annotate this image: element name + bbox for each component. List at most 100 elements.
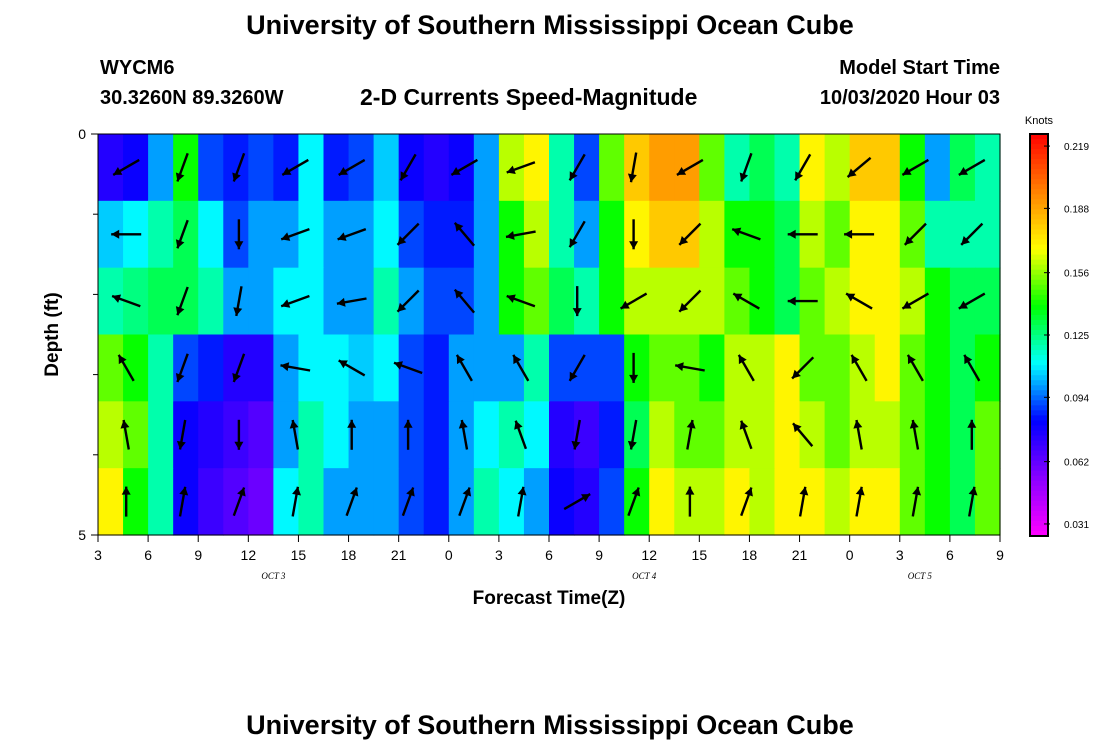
current-vector-arrow bbox=[686, 419, 696, 450]
arrow-head bbox=[686, 420, 696, 429]
heatmap-cell bbox=[198, 401, 224, 469]
current-vector-arrow bbox=[280, 362, 311, 372]
arrow-head bbox=[620, 300, 630, 309]
x-tick-label: 6 bbox=[144, 547, 152, 563]
heatmap-cell bbox=[223, 267, 249, 336]
x-tick-label: 21 bbox=[391, 547, 407, 563]
current-vector-arrow bbox=[345, 487, 359, 517]
arrow-head bbox=[397, 236, 407, 245]
heatmap-cell bbox=[774, 401, 801, 469]
heatmap-cell bbox=[373, 200, 400, 269]
x-tick-label: 15 bbox=[291, 547, 307, 563]
current-vector-arrow bbox=[234, 219, 244, 250]
current-vector-arrow bbox=[909, 419, 920, 450]
current-vector-arrow bbox=[120, 419, 130, 450]
arrow-head bbox=[111, 229, 120, 239]
model-start-time: 10/03/2020 Hour 03 bbox=[819, 87, 1000, 109]
current-vector-arrow bbox=[968, 486, 978, 517]
arrow-head bbox=[281, 232, 291, 241]
heatmap-cell bbox=[924, 334, 951, 402]
arrow-head bbox=[282, 167, 292, 175]
colorbar-band bbox=[1030, 500, 1048, 507]
date-label: OCT 5 bbox=[908, 571, 933, 581]
heatmap-cell bbox=[198, 200, 224, 269]
page-title: University of Southern Mississippi Ocean… bbox=[246, 10, 854, 40]
x-tick-label: 3 bbox=[896, 547, 904, 563]
arrow-head bbox=[113, 167, 123, 175]
current-vector-arrow bbox=[845, 292, 873, 310]
heatmap-cell bbox=[974, 334, 1001, 402]
colorbar-band bbox=[1030, 259, 1048, 266]
colorbar-band bbox=[1030, 219, 1048, 226]
heatmap-cell bbox=[398, 134, 425, 202]
arrow-head bbox=[961, 236, 970, 245]
colorbar-band bbox=[1030, 314, 1048, 321]
heatmap-cell bbox=[599, 401, 625, 469]
current-vector-arrow bbox=[674, 362, 705, 372]
current-vector-arrow bbox=[396, 222, 420, 246]
arrow-head bbox=[400, 171, 409, 181]
heatmap-cell bbox=[674, 468, 700, 536]
colorbar-band bbox=[1030, 390, 1048, 396]
colorbar-band bbox=[1030, 395, 1048, 401]
colorbar-band bbox=[1030, 505, 1048, 512]
arrow-head bbox=[679, 236, 689, 245]
current-vector-arrow bbox=[338, 359, 366, 377]
heatmap-cell bbox=[373, 401, 400, 469]
arrow-head bbox=[853, 420, 863, 429]
arrow-head bbox=[292, 486, 301, 496]
colorbar-band bbox=[1030, 460, 1048, 467]
arrow-head bbox=[517, 486, 527, 496]
current-vector-arrow bbox=[958, 158, 986, 176]
heatmap-cell bbox=[523, 468, 550, 536]
heatmap-cell bbox=[423, 401, 450, 469]
colorbar-band bbox=[1030, 375, 1048, 381]
heatmap-cell bbox=[824, 134, 851, 202]
heatmap-cell bbox=[98, 334, 124, 402]
arrow-head bbox=[738, 354, 747, 365]
heatmap-cell bbox=[549, 401, 575, 469]
heatmap-cell bbox=[624, 267, 650, 336]
colorbar-band bbox=[1030, 164, 1048, 170]
current-vector-arrow bbox=[506, 294, 536, 308]
x-tick-label: 12 bbox=[241, 547, 257, 563]
colorbar-band bbox=[1030, 455, 1048, 462]
colorbar-band bbox=[1030, 184, 1048, 190]
colorbar-band bbox=[1030, 189, 1048, 195]
colorbar-band bbox=[1030, 294, 1048, 301]
heatmap-cell bbox=[549, 134, 575, 202]
current-vector-arrow bbox=[453, 222, 476, 247]
arrow-head bbox=[281, 299, 291, 308]
x-tick-label: 18 bbox=[742, 547, 758, 563]
arrow-head bbox=[968, 486, 978, 496]
arrow-head bbox=[627, 173, 637, 183]
heatmap-cell bbox=[148, 468, 174, 536]
colorbar-tick-label: 0.219 bbox=[1064, 142, 1089, 153]
heatmap-cell bbox=[248, 468, 274, 536]
arrow-head bbox=[685, 486, 695, 495]
colorbar-band bbox=[1030, 410, 1048, 417]
arrow-head bbox=[571, 440, 581, 450]
arrow-head bbox=[909, 420, 919, 429]
heatmap-cell bbox=[323, 468, 350, 536]
current-vector-arrow bbox=[393, 361, 423, 375]
current-vector-arrow bbox=[401, 487, 415, 517]
heatmap-cell bbox=[624, 200, 650, 269]
current-vector-arrow bbox=[291, 486, 301, 517]
arrow-head bbox=[280, 362, 290, 372]
current-vector-arrow bbox=[571, 419, 581, 450]
arrow-head bbox=[907, 354, 916, 365]
current-vector-arrow bbox=[175, 152, 189, 182]
heatmap-cell bbox=[649, 134, 675, 202]
arrow-head bbox=[403, 419, 413, 428]
current-vector-arrow bbox=[731, 227, 761, 241]
colorbar-band bbox=[1030, 194, 1048, 200]
current-vector-arrow bbox=[178, 486, 189, 517]
heatmap-cell bbox=[774, 334, 801, 402]
colorbar-band bbox=[1030, 174, 1048, 180]
heatmap-cell bbox=[223, 134, 249, 202]
current-vector-arrow bbox=[629, 219, 639, 250]
arrow-head bbox=[904, 236, 914, 245]
current-vector-arrow bbox=[911, 486, 922, 517]
